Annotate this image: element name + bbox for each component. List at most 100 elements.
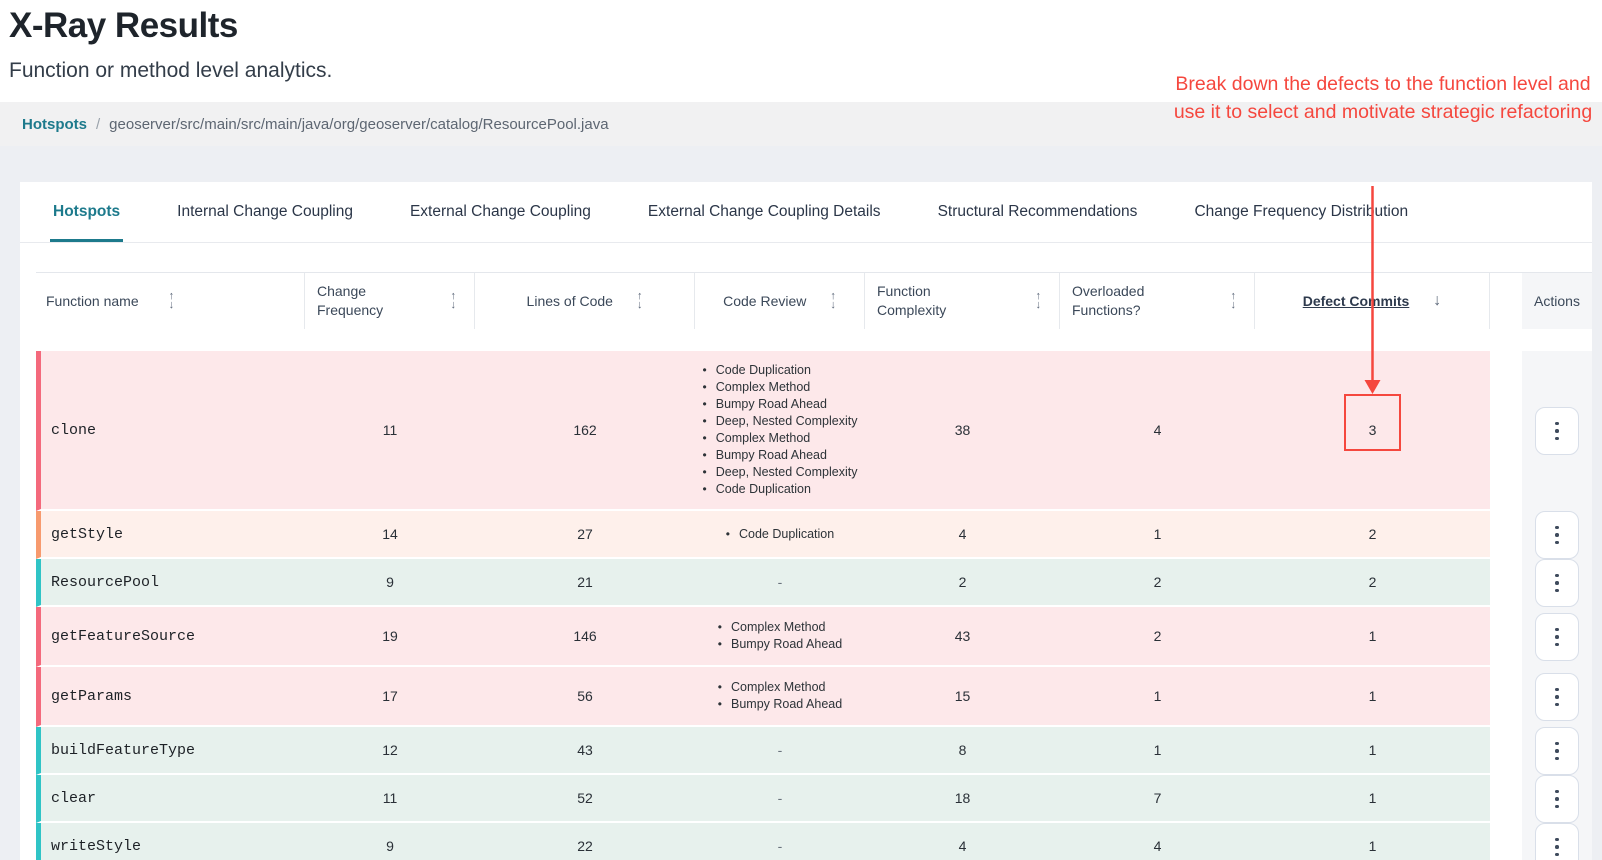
empty-value: - [777,742,783,758]
sort-icon[interactable]: ↑ ↓ [1035,290,1042,311]
code-issue: Code Duplication [703,481,858,498]
sort-icon[interactable]: ↑ ↓ [1230,290,1237,311]
column-header-overloaded-functions[interactable]: Overloaded Functions? ↑ ↓ [1060,273,1255,329]
code-issue: Complex Method [703,430,858,447]
code-issue: Complex Method [703,379,858,396]
function-complexity-cell: 4 [865,511,1060,559]
breadcrumb-file-path: geoserver/src/main/src/main/java/org/geo… [109,115,609,133]
sort-descending-icon[interactable]: ↓ [1433,292,1442,309]
function-name-cell: buildFeatureType [36,727,305,775]
defect-commits-cell: 1 [1255,727,1490,775]
code-review-cell: - [695,823,865,860]
breadcrumb-hotspots-link[interactable]: Hotspots [22,115,87,133]
actions-cell [1490,607,1592,667]
function-name-cell: getParams [36,667,305,727]
function-complexity-cell: 4 [865,823,1060,860]
empty-value: - [777,574,783,590]
overloaded-functions-cell: 1 [1060,667,1255,727]
change-frequency-cell: 19 [305,607,475,667]
column-header-lines-of-code[interactable]: Lines of Code ↑ ↓ [475,273,695,329]
code-review-cell: Complex MethodBumpy Road Ahead [695,607,865,667]
overloaded-functions-cell: 2 [1060,559,1255,607]
code-issue-list: Complex MethodBumpy Road Ahead [718,679,842,713]
sort-icon[interactable]: ↑ ↓ [830,290,836,311]
row-actions-button[interactable] [1535,823,1579,860]
function-name-cell: writeStyle [36,823,305,860]
code-issue: Deep, Nested Complexity [703,413,858,430]
row-actions-button[interactable] [1535,613,1579,661]
tab-external-change-coupling[interactable]: External Change Coupling [409,203,591,220]
sort-icon[interactable]: ↑ ↓ [450,290,457,311]
code-review-cell: - [695,775,865,823]
function-complexity-cell: 38 [865,351,1060,511]
tab-bar: Hotspots Internal Change Coupling External… [20,182,1592,243]
table-row: clear 11 52 - 18 7 1 [36,775,1592,823]
actions-cell [1490,727,1592,775]
lines-of-code-cell: 52 [475,775,695,823]
actions-cell [1490,559,1592,607]
code-review-cell: Code Duplication [695,511,865,559]
row-actions-button[interactable] [1535,673,1579,721]
change-frequency-cell: 9 [305,823,475,860]
change-frequency-cell: 11 [305,775,475,823]
overloaded-functions-cell: 7 [1060,775,1255,823]
column-header-change-frequency[interactable]: Change Frequency ↑ ↓ [305,273,475,329]
code-review-cell: Code DuplicationComplex MethodBumpy Road… [695,351,865,511]
overloaded-functions-cell: 1 [1060,511,1255,559]
row-actions-button[interactable] [1535,511,1579,559]
overloaded-functions-cell: 4 [1060,351,1255,511]
page-subtitle: Function or method level analytics. [9,59,333,82]
code-review-cell: Complex MethodBumpy Road Ahead [695,667,865,727]
actions-cell [1490,511,1592,559]
column-header-function-complexity[interactable]: Function Complexity ↑ ↓ [865,273,1060,329]
tab-change-frequency-distribution[interactable]: Change Frequency Distribution [1194,203,1409,220]
code-issue: Deep, Nested Complexity [703,464,858,481]
overloaded-functions-cell: 1 [1060,727,1255,775]
row-actions-button[interactable] [1535,559,1579,607]
lines-of-code-cell: 146 [475,607,695,667]
code-issue: Code Duplication [703,362,858,379]
code-issue-list: Complex MethodBumpy Road Ahead [718,619,842,653]
actions-cell [1490,351,1592,511]
function-name-cell: ResourcePool [36,559,305,607]
code-issue: Code Duplication [726,526,834,543]
row-actions-button[interactable] [1535,727,1579,775]
row-actions-button[interactable] [1535,407,1579,455]
code-issue: Bumpy Road Ahead [703,396,858,413]
actions-cell [1490,667,1592,727]
function-complexity-cell: 15 [865,667,1060,727]
code-issue: Bumpy Road Ahead [718,696,842,713]
tab-external-change-coupling-details[interactable]: External Change Coupling Details [647,203,881,220]
lines-of-code-cell: 27 [475,511,695,559]
sort-icon[interactable]: ↑ ↓ [168,290,175,311]
breadcrumb-separator: / [96,115,101,133]
function-name-cell: getFeatureSource [36,607,305,667]
sort-icon[interactable]: ↑ ↓ [636,290,643,311]
actions-cell [1490,823,1592,860]
overloaded-functions-cell: 4 [1060,823,1255,860]
change-frequency-cell: 11 [305,351,475,511]
function-complexity-cell: 18 [865,775,1060,823]
page-title: X-Ray Results [9,6,238,45]
defect-commits-cell: 1 [1255,667,1490,727]
function-complexity-cell: 8 [865,727,1060,775]
tab-hotspots[interactable]: Hotspots [49,182,124,242]
table-row: clone11162Code DuplicationComplex Method… [36,351,1592,511]
column-header-defect-commits[interactable]: Defect Commits ↓ [1255,273,1490,329]
function-complexity-cell: 2 [865,559,1060,607]
column-header-code-review[interactable]: Code Review ↑ ↓ [695,273,865,329]
empty-value: - [777,838,783,854]
code-issue: Bumpy Road Ahead [703,447,858,464]
tab-internal-change-coupling[interactable]: Internal Change Coupling [177,203,353,220]
table-body: clone11162Code DuplicationComplex Method… [36,351,1592,860]
lines-of-code-cell: 56 [475,667,695,727]
row-actions-button[interactable] [1535,775,1579,823]
defect-commits-cell: 1 [1255,607,1490,667]
table-row: buildFeatureType 12 43-8 1 1 [36,727,1592,775]
page-body: Hotspots Internal Change Coupling External… [0,146,1602,860]
column-header-function-name[interactable]: Function name ↑ ↓ [36,273,305,329]
tab-structural-recommendations[interactable]: Structural Recommendations [937,203,1138,220]
